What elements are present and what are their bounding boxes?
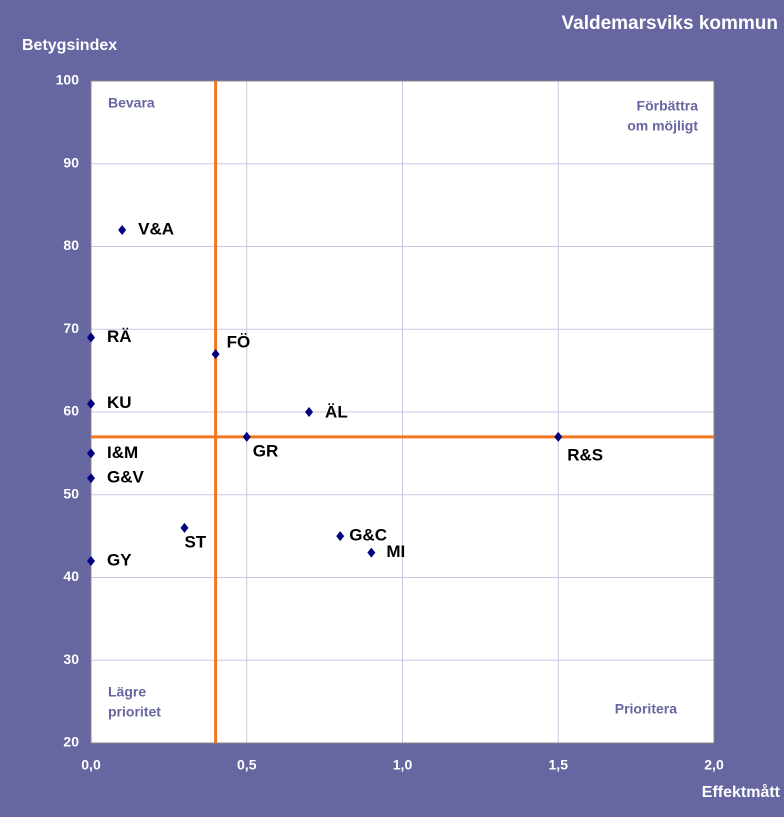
data-point bbox=[554, 431, 563, 442]
point-label: V&A bbox=[138, 219, 174, 238]
data-point bbox=[87, 473, 95, 484]
data-point bbox=[211, 349, 220, 360]
data-point bbox=[242, 431, 251, 442]
plot-border bbox=[90, 80, 715, 744]
quadrant-label: Förbättra bbox=[637, 98, 699, 114]
quadrant-label: om möjligt bbox=[627, 118, 698, 134]
data-point bbox=[336, 531, 345, 542]
y-axis-label: Betygsindex bbox=[22, 37, 117, 54]
x-tick-label: 2,0 bbox=[704, 757, 724, 773]
data-point bbox=[87, 448, 95, 459]
data-point bbox=[87, 555, 95, 566]
x-tick-label: 0,5 bbox=[237, 757, 257, 773]
data-point bbox=[180, 522, 189, 533]
y-tick-label: 80 bbox=[63, 237, 79, 253]
point-label: ÄL bbox=[325, 402, 348, 421]
data-point bbox=[305, 407, 314, 417]
y-tick-label: 30 bbox=[63, 651, 79, 667]
y-tick-label: 40 bbox=[63, 568, 79, 584]
y-tick-label: 70 bbox=[63, 320, 79, 336]
data-point bbox=[87, 398, 95, 409]
y-tick-label: 100 bbox=[56, 72, 80, 88]
quadrant-label: Prioritera bbox=[615, 701, 677, 717]
point-label: FÖ bbox=[227, 333, 251, 352]
x-tick-label: 0,0 bbox=[81, 757, 101, 773]
point-label: I&M bbox=[107, 443, 138, 462]
point-label: GY bbox=[107, 550, 132, 569]
x-axis-label: Effektmått bbox=[702, 783, 781, 801]
quadrant-label: Lägre bbox=[108, 684, 146, 700]
quadrant-label: Bevara bbox=[108, 95, 155, 111]
data-point bbox=[87, 332, 95, 343]
y-tick-label: 50 bbox=[63, 485, 79, 501]
quadrant-label: prioritet bbox=[108, 704, 161, 720]
data-point bbox=[367, 547, 376, 558]
point-label: KU bbox=[107, 393, 132, 412]
y-tick-label: 90 bbox=[63, 154, 79, 170]
x-tick-label: 1,5 bbox=[549, 757, 569, 773]
point-label: ST bbox=[184, 532, 206, 551]
point-label: MI bbox=[386, 542, 405, 561]
data-point bbox=[118, 224, 127, 235]
y-tick-label: 20 bbox=[63, 734, 79, 750]
point-label: G&C bbox=[349, 526, 387, 545]
y-tick-label: 60 bbox=[63, 403, 79, 419]
point-label: RÄ bbox=[107, 327, 132, 346]
point-label: GR bbox=[253, 441, 279, 460]
x-tick-label: 1,0 bbox=[393, 757, 413, 773]
chart-title: Valdemarsviks kommun bbox=[562, 13, 779, 34]
point-label: R&S bbox=[567, 445, 603, 464]
point-label: G&V bbox=[107, 468, 145, 487]
